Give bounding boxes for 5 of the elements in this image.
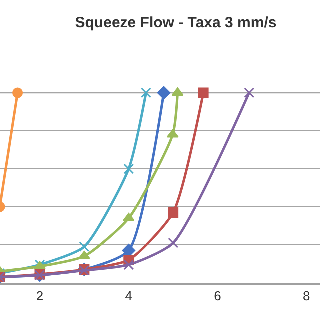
x-tick-label: 6 [214,288,222,304]
x-tick-label: 8 [303,288,310,304]
x-tick-label: 4 [125,288,133,304]
x-tick-label: 2 [36,288,44,304]
chart-title: Squeeze Flow - Taxa 3 mm/s [75,14,277,32]
